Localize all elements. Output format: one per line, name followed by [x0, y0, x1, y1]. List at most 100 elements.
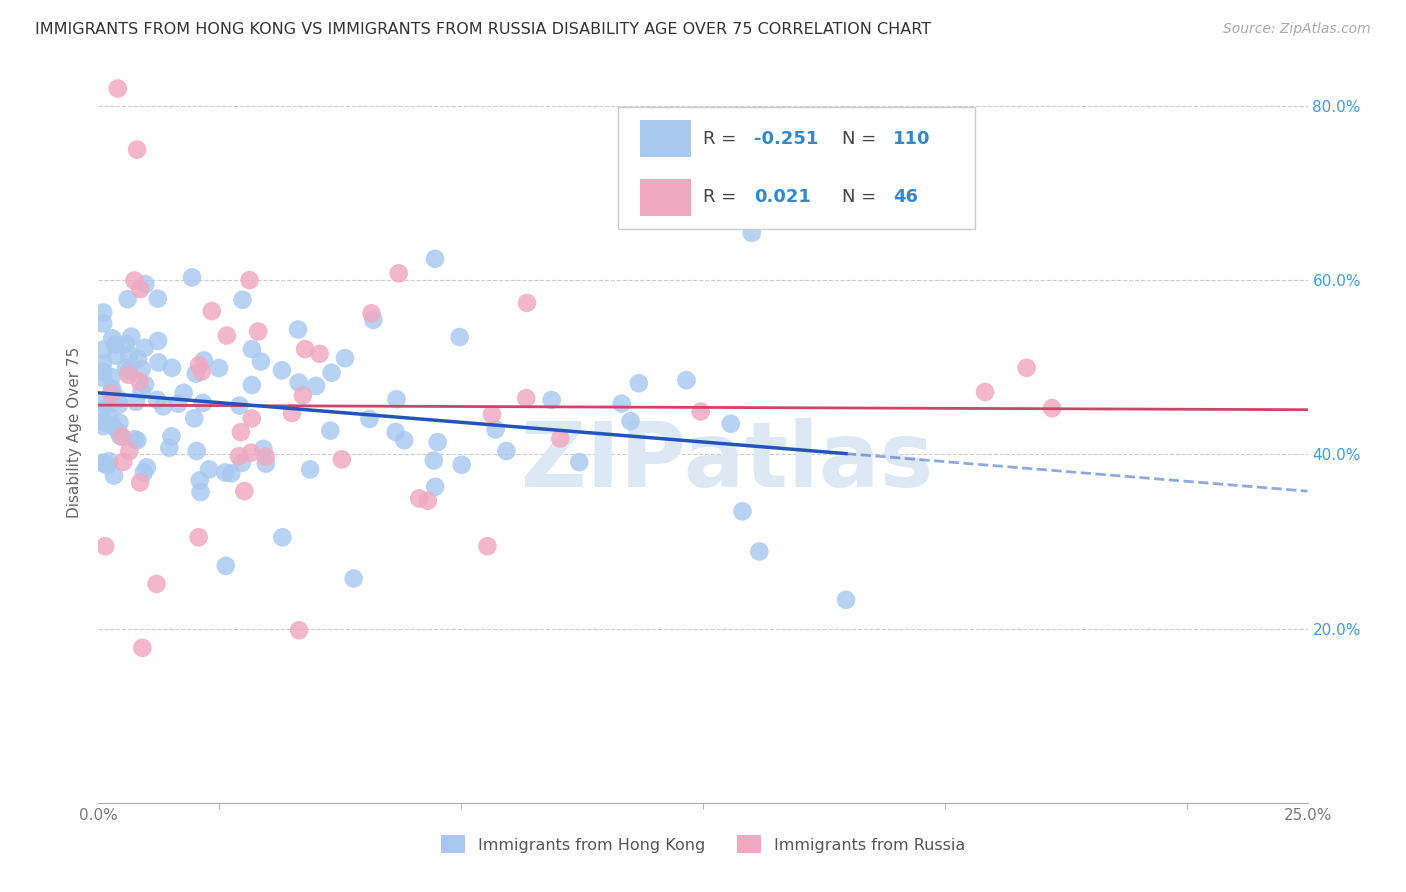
Text: Source: ZipAtlas.com: Source: ZipAtlas.com — [1223, 22, 1371, 37]
Point — [93, 415, 115, 429]
Point — [240, 411, 263, 425]
Point — [233, 484, 256, 499]
Point — [240, 378, 263, 392]
Point — [191, 396, 214, 410]
Point — [96, 458, 118, 473]
Point — [91, 456, 114, 470]
Point — [112, 455, 135, 469]
Point — [481, 408, 503, 422]
Point — [748, 544, 770, 558]
Point — [343, 572, 366, 586]
Point — [423, 252, 446, 266]
Point — [97, 409, 120, 423]
Point — [101, 382, 124, 396]
Point — [426, 435, 449, 450]
Point — [1015, 360, 1038, 375]
Point — [101, 331, 124, 345]
Point — [115, 361, 138, 376]
Point — [731, 504, 754, 518]
FancyBboxPatch shape — [640, 120, 690, 157]
Point — [146, 334, 169, 348]
Text: N =: N = — [842, 188, 882, 206]
Point — [128, 375, 150, 389]
Point — [228, 449, 250, 463]
Point — [250, 354, 273, 368]
Text: 110: 110 — [893, 129, 931, 148]
Point — [93, 395, 115, 409]
Point — [187, 530, 209, 544]
Point — [152, 400, 174, 414]
Point — [291, 388, 314, 402]
Point — [134, 377, 156, 392]
Point — [423, 453, 446, 467]
Point — [388, 266, 411, 280]
Text: -0.251: -0.251 — [754, 129, 818, 148]
Text: 46: 46 — [893, 188, 918, 206]
Point — [252, 442, 274, 456]
Point — [181, 270, 204, 285]
Point — [568, 455, 591, 469]
Point — [91, 371, 114, 385]
Point — [188, 474, 211, 488]
Point — [495, 444, 517, 458]
Point — [103, 468, 125, 483]
Point — [516, 296, 538, 310]
Point — [305, 379, 328, 393]
Point — [127, 143, 149, 157]
Point — [118, 444, 141, 458]
Point — [118, 348, 141, 362]
Point — [91, 419, 114, 434]
Point — [240, 446, 263, 460]
Point — [117, 368, 139, 382]
Point — [115, 336, 138, 351]
Point — [124, 273, 146, 287]
Point — [129, 475, 152, 490]
Point — [484, 422, 506, 436]
Point — [108, 416, 131, 430]
Point — [167, 397, 190, 411]
Point — [333, 351, 356, 366]
Point — [91, 365, 114, 379]
Point — [160, 429, 183, 443]
Point — [108, 398, 131, 412]
Point — [477, 539, 499, 553]
Point — [94, 539, 117, 553]
Point — [231, 293, 253, 307]
Point — [359, 412, 381, 426]
Point — [91, 343, 114, 357]
Point — [91, 305, 114, 319]
Point — [450, 458, 472, 472]
Y-axis label: Disability Age Over 75: Disability Age Over 75 — [67, 347, 83, 518]
Point — [118, 364, 141, 378]
Point — [190, 485, 212, 500]
Point — [287, 322, 309, 336]
Point — [408, 491, 430, 506]
Point — [271, 530, 294, 544]
Point — [548, 432, 571, 446]
Point — [319, 424, 342, 438]
Text: ZIPatlas: ZIPatlas — [522, 418, 934, 507]
Point — [146, 292, 169, 306]
Point — [134, 341, 156, 355]
Point — [157, 441, 180, 455]
Point — [540, 392, 562, 407]
Point — [214, 466, 236, 480]
Point — [125, 394, 148, 409]
Point — [190, 365, 212, 379]
Point — [124, 432, 146, 446]
Point — [281, 406, 304, 420]
Point — [449, 330, 471, 344]
Point — [215, 328, 238, 343]
Point — [287, 376, 309, 390]
Point — [288, 623, 311, 637]
FancyBboxPatch shape — [619, 107, 976, 229]
Point — [228, 399, 250, 413]
Point — [108, 429, 131, 443]
Point — [689, 404, 711, 418]
Point — [111, 430, 134, 444]
Point — [270, 363, 292, 377]
Text: R =: R = — [703, 188, 742, 206]
Point — [98, 454, 121, 468]
Point — [254, 457, 277, 471]
Point — [610, 396, 633, 410]
